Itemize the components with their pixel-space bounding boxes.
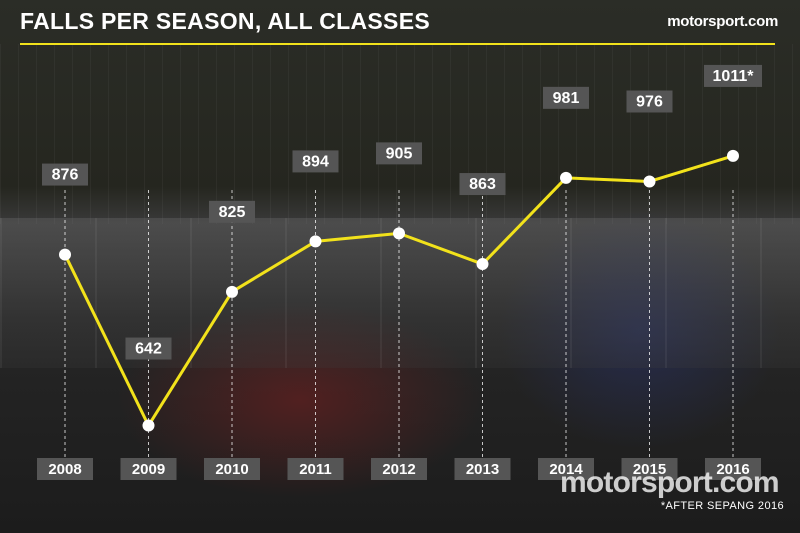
value-label-box [704, 64, 762, 87]
x-tick-label: 2011 [299, 461, 332, 478]
watermark: motorsport.com [560, 466, 780, 499]
x-tick-box [371, 458, 427, 480]
x-tick-label: 2010 [215, 461, 248, 478]
data-point [142, 419, 155, 432]
value-label: 981 [553, 90, 580, 107]
value-label: 905 [386, 145, 413, 162]
value-label: 825 [219, 204, 246, 221]
value-label-box [42, 163, 88, 186]
footnote: *AFTER SEPANG 2016 [660, 500, 784, 512]
x-tick-box [705, 458, 761, 480]
value-label-box [125, 337, 172, 360]
brand-logo: motorsport.com [667, 13, 778, 30]
x-tick-label: 2012 [382, 461, 415, 478]
x-tick-box [37, 458, 93, 480]
x-tick-box [538, 458, 594, 480]
value-label: 894 [302, 153, 329, 170]
value-label: 876 [52, 167, 79, 184]
value-label: 976 [636, 93, 663, 110]
title-underline [20, 43, 775, 45]
value-label-box [626, 90, 673, 113]
x-tick-label: 2016 [716, 461, 749, 478]
data-point [226, 285, 238, 298]
data-point [727, 149, 739, 162]
value-label-box [543, 86, 589, 109]
chart-title: FALLS PER SEASON, ALL CLASSES [20, 8, 430, 34]
data-point [643, 175, 656, 188]
value-label-box [209, 200, 255, 223]
x-tick-label: 2013 [466, 461, 499, 478]
value-label: 642 [135, 341, 162, 358]
data-point [393, 227, 405, 240]
x-tick-box [204, 458, 260, 480]
value-label-box [292, 150, 339, 173]
x-tick-box [454, 458, 511, 480]
background-fence [0, 44, 800, 224]
x-tick-box [621, 458, 678, 480]
data-point [560, 171, 572, 184]
data-point [476, 258, 489, 271]
value-label: 863 [469, 176, 496, 193]
x-tick-label: 2014 [549, 461, 583, 478]
x-tick-box [287, 458, 344, 480]
value-label-box [459, 173, 506, 196]
x-tick-box [120, 458, 177, 480]
value-label-box [376, 142, 422, 165]
brand-logo-text: motorsport.com [667, 13, 778, 30]
data-point [309, 235, 322, 248]
x-tick-label: 2015 [633, 461, 666, 478]
x-tick-label: 2009 [132, 461, 165, 478]
data-point [59, 248, 71, 261]
value-label: 1011* [713, 68, 755, 85]
x-tick-label: 2008 [48, 461, 81, 478]
